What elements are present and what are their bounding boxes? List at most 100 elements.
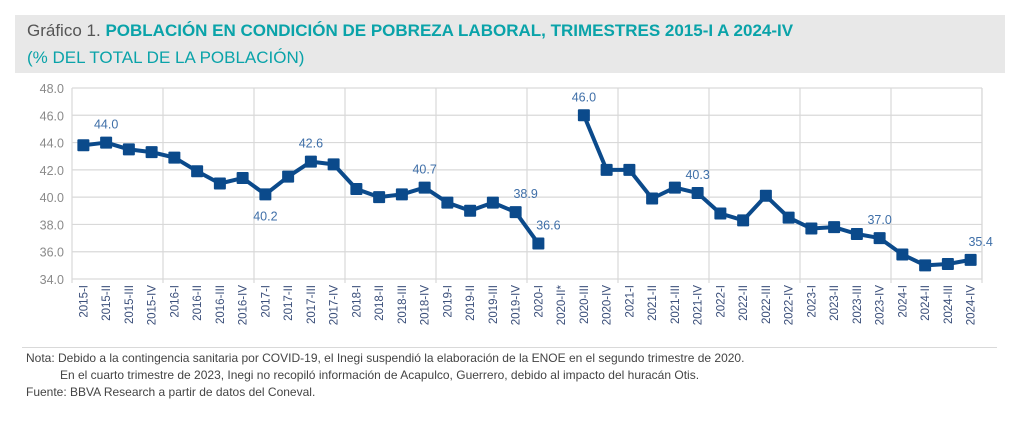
data-point — [759, 189, 772, 202]
data-point — [395, 188, 408, 201]
data-point — [532, 237, 545, 250]
data-point — [145, 146, 158, 159]
data-point — [100, 136, 113, 149]
data-point — [350, 182, 363, 195]
data-label: 44.0 — [94, 118, 118, 132]
y-tick-label: 38.0 — [40, 218, 64, 232]
data-point — [896, 248, 909, 261]
y-tick-label: 40.0 — [40, 191, 64, 205]
data-point — [919, 259, 932, 272]
x-tick-label: 2017-II — [283, 285, 295, 321]
chart-subtitle: (% DEL TOTAL DE LA POBLACIÓN) — [27, 48, 305, 67]
data-point — [623, 163, 636, 176]
y-tick-label: 36.0 — [40, 246, 64, 260]
chart-title: Gráfico 1. POBLACIÓN EN CONDICIÓN DE POB… — [27, 21, 793, 41]
x-tick-label: 2023-I — [806, 285, 818, 318]
y-tick-label: 42.0 — [40, 164, 64, 178]
x-tick-label: 2021-III — [670, 285, 682, 324]
x-tick-label: 2016-III — [215, 285, 227, 324]
x-tick-label: 2020-III — [579, 285, 591, 324]
note-line-1: Nota: Debido a la contingencia sanitaria… — [26, 351, 745, 365]
line-chart: 34.0 36.0 38.0 40.0 42.0 44.0 46.0 48.0 2015-I 20… — [40, 82, 993, 326]
x-tick-label: 2017-III — [306, 285, 318, 324]
data-point — [668, 181, 681, 194]
x-tick-label: 2019-IV — [511, 285, 523, 326]
x-tick-label: 2024-IV — [966, 285, 978, 326]
x-tick-label: 2021-I — [624, 285, 636, 318]
x-tick-label: 2022-II — [738, 285, 750, 321]
series-line — [582, 114, 971, 268]
data-point — [646, 192, 659, 205]
x-tick-label: 2018-II — [374, 285, 386, 321]
x-tick-label: 2022-I — [715, 285, 727, 318]
x-tick-label: 2024-I — [897, 285, 909, 318]
x-tick-label: 2019-I — [442, 285, 454, 318]
data-point — [805, 222, 818, 235]
y-tick-label: 46.0 — [40, 109, 64, 123]
data-point — [213, 177, 226, 190]
data-label: 40.2 — [253, 209, 277, 223]
data-point — [577, 109, 590, 122]
data-point — [941, 257, 954, 270]
x-tick-label: 2021-IV — [693, 285, 705, 326]
data-point — [486, 196, 499, 209]
data-point — [304, 155, 317, 168]
data-point — [168, 151, 181, 164]
data-point — [282, 170, 295, 183]
source-line: Fuente: BBVA Research a partir de datos … — [26, 385, 316, 399]
x-tick-label: 2015-IV — [147, 285, 159, 326]
data-label: 46.0 — [572, 90, 596, 104]
data-label: 35.4 — [968, 235, 992, 249]
x-tick-label: 2016-II — [192, 285, 204, 321]
note-line-2: En el cuarto trimestre de 2023, Inegi no… — [60, 368, 700, 382]
data-label: 37.0 — [867, 213, 891, 227]
data-point — [964, 253, 977, 266]
x-tick-label: 2016-IV — [238, 285, 250, 326]
x-tick-label: 2015-III — [124, 285, 136, 324]
data-point — [441, 196, 454, 209]
y-tick-label: 44.0 — [40, 137, 64, 151]
x-tick-label: 2024-II — [920, 285, 932, 321]
x-tick-label: 2019-II — [465, 285, 477, 321]
x-tick-label: 2023-II — [829, 285, 841, 321]
x-tick-label: 2020-I — [533, 285, 545, 318]
data-point — [691, 187, 704, 200]
data-point — [737, 214, 750, 227]
data-label: 40.7 — [412, 163, 436, 177]
data-point — [327, 158, 340, 171]
x-tick-label: 2022-IV — [784, 285, 796, 326]
x-tick-label: 2023-IV — [875, 285, 887, 326]
data-point — [464, 204, 477, 217]
x-tick-label: 2015-I — [78, 285, 90, 318]
data-point — [373, 191, 386, 204]
x-tick-label: 2022-III — [761, 285, 773, 324]
x-tick-label: 2023-III — [852, 285, 864, 324]
chart-number: Gráfico 1. — [27, 21, 101, 40]
data-point — [873, 232, 886, 245]
x-tick-label: 2016-I — [169, 285, 181, 318]
x-tick-label: 2020-IV — [602, 285, 614, 326]
data-label: 42.6 — [299, 137, 323, 151]
y-tick-label: 48.0 — [40, 82, 64, 96]
chart-title-band: Gráfico 1. POBLACIÓN EN CONDICIÓN DE POB… — [15, 15, 1005, 73]
footer-divider — [22, 347, 997, 348]
data-point — [418, 181, 431, 194]
data-point — [259, 188, 272, 201]
x-tick-label: 2024-III — [943, 285, 955, 324]
x-tick-label: 2019-III — [488, 285, 500, 324]
data-point — [236, 172, 249, 185]
chart-title-text: POBLACIÓN EN CONDICIÓN DE POBREZA LABORA… — [105, 21, 794, 40]
data-point — [122, 143, 135, 156]
data-point — [600, 163, 613, 176]
data-point — [77, 139, 90, 152]
data-point — [828, 221, 841, 234]
footer-notes: Nota: Debido a la contingencia sanitaria… — [26, 350, 744, 401]
x-tick-label: 2015-II — [101, 285, 113, 321]
x-tick-label: 2018-III — [397, 285, 409, 324]
data-label: 38.9 — [513, 187, 537, 201]
data-point — [191, 165, 204, 178]
x-tick-label: 2017-IV — [329, 285, 341, 326]
data-point — [509, 206, 522, 219]
x-tick-label: 2017-I — [260, 285, 272, 318]
x-tick-label: 2018-IV — [420, 285, 432, 326]
